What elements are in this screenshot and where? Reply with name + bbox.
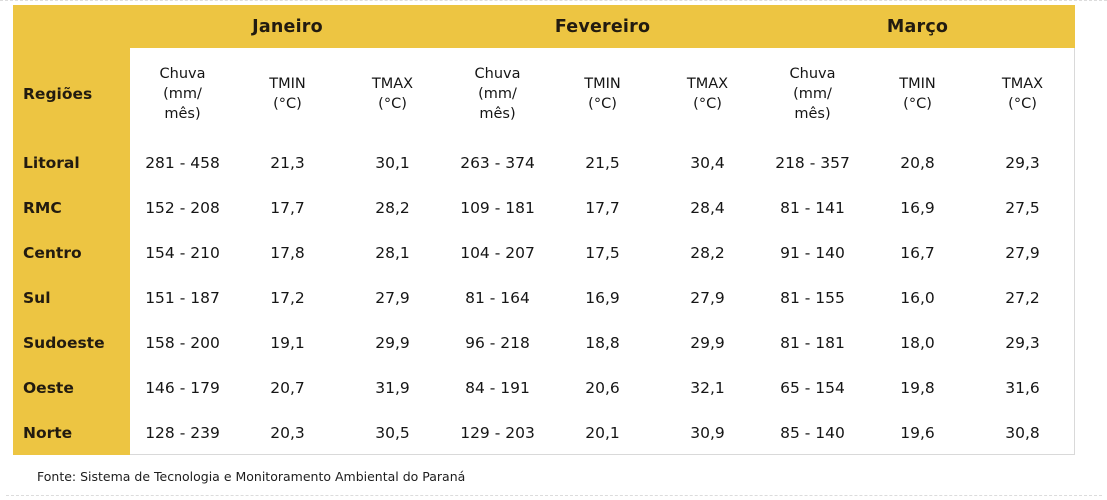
source-note: Fonte: Sistema de Tecnologia e Monitoram…	[37, 469, 466, 484]
table-cell: 16,7	[865, 230, 971, 275]
region-label: Oeste	[13, 365, 130, 410]
table-cell: 28,1	[340, 230, 446, 275]
page-top-divider	[0, 0, 1107, 1]
table-cell: 158 - 200	[130, 320, 235, 365]
table-cell: 21,5	[550, 140, 656, 185]
region-label: RMC	[13, 185, 130, 230]
table-cell: 129 - 203	[445, 410, 551, 455]
table-cell: 28,2	[655, 230, 761, 275]
table-cell: 30,5	[340, 410, 446, 455]
subheader-tmax-janeiro: TMAX (°C)	[340, 48, 446, 140]
table-cell: 151 - 187	[130, 275, 235, 320]
region-label: Centro	[13, 230, 130, 275]
table-cell: 19,8	[865, 365, 971, 410]
table-cell: 20,6	[550, 365, 656, 410]
table-cell: 81 - 164	[445, 275, 551, 320]
subheader-chuva-fevereiro: Chuva (mm/ mês)	[445, 48, 551, 140]
table-cell: 17,7	[235, 185, 340, 230]
region-label: Norte	[13, 410, 130, 455]
month-header-row: Janeiro Fevereiro Março	[13, 5, 1076, 48]
table-cell: 19,1	[235, 320, 340, 365]
table-cell: 30,4	[655, 140, 761, 185]
table-cell: 81 - 181	[760, 320, 866, 365]
table-cell: 16,9	[550, 275, 656, 320]
table-cell: 29,3	[970, 320, 1076, 365]
table-cell: 18,0	[865, 320, 971, 365]
table-cell: 27,2	[970, 275, 1076, 320]
table-cell: 65 - 154	[760, 365, 866, 410]
subheader-tmax-marco: TMAX (°C)	[970, 48, 1076, 140]
table-cell: 263 - 374	[445, 140, 551, 185]
table-cell: 154 - 210	[130, 230, 235, 275]
table-cell: 17,2	[235, 275, 340, 320]
table-cell: 30,9	[655, 410, 761, 455]
subheader-chuva-marco: Chuva (mm/ mês)	[760, 48, 866, 140]
climate-table: Janeiro Fevereiro Março Regiões Chuva (m…	[13, 5, 1076, 455]
table-cell: 18,8	[550, 320, 656, 365]
table-cell: 17,5	[550, 230, 656, 275]
region-label: Sul	[13, 275, 130, 320]
table-cell: 81 - 141	[760, 185, 866, 230]
table-cell: 17,7	[550, 185, 656, 230]
table-cell: 29,3	[970, 140, 1076, 185]
month-header-janeiro: Janeiro	[130, 5, 446, 48]
table-cell: 281 - 458	[130, 140, 235, 185]
table-cell: 19,6	[865, 410, 971, 455]
month-header-fevereiro: Fevereiro	[445, 5, 761, 48]
month-header-marco: Março	[760, 5, 1076, 48]
table-cell: 85 - 140	[760, 410, 866, 455]
table-row-sul: Sul 151 - 187 17,2 27,9 81 - 164 16,9 27…	[13, 275, 1076, 320]
climate-data-table: Janeiro Fevereiro Março Regiões Chuva (m…	[13, 5, 1076, 455]
subheader-chuva-janeiro: Chuva (mm/ mês)	[130, 48, 235, 140]
subheader-tmax-fevereiro: TMAX (°C)	[655, 48, 761, 140]
table-cell: 152 - 208	[130, 185, 235, 230]
table-row-sudoeste: Sudoeste 158 - 200 19,1 29,9 96 - 218 18…	[13, 320, 1076, 365]
table-cell: 91 - 140	[760, 230, 866, 275]
table-cell: 96 - 218	[445, 320, 551, 365]
table-cell: 31,9	[340, 365, 446, 410]
table-cell: 17,8	[235, 230, 340, 275]
table-cell: 16,0	[865, 275, 971, 320]
table-cell: 104 - 207	[445, 230, 551, 275]
table-cell: 32,1	[655, 365, 761, 410]
table-cell: 27,9	[655, 275, 761, 320]
table-cell: 109 - 181	[445, 185, 551, 230]
month-header-corner	[13, 5, 130, 48]
table-cell: 128 - 239	[130, 410, 235, 455]
table-cell: 20,8	[865, 140, 971, 185]
table-cell: 20,3	[235, 410, 340, 455]
subheader-tmin-fevereiro: TMIN (°C)	[550, 48, 656, 140]
table-cell: 20,1	[550, 410, 656, 455]
table-cell: 30,1	[340, 140, 446, 185]
table-row-rmc: RMC 152 - 208 17,7 28,2 109 - 181 17,7 2…	[13, 185, 1076, 230]
table-cell: 27,9	[340, 275, 446, 320]
table-cell: 16,9	[865, 185, 971, 230]
table-cell: 27,9	[970, 230, 1076, 275]
subheader-tmin-marco: TMIN (°C)	[865, 48, 971, 140]
table-row-centro: Centro 154 - 210 17,8 28,1 104 - 207 17,…	[13, 230, 1076, 275]
table-cell: 30,8	[970, 410, 1076, 455]
table-row-norte: Norte 128 - 239 20,3 30,5 129 - 203 20,1…	[13, 410, 1076, 455]
subheader-row: Regiões Chuva (mm/ mês) TMIN (°C) TMAX (…	[13, 48, 1076, 140]
row-header-regioes: Regiões	[13, 48, 130, 140]
table-cell: 27,5	[970, 185, 1076, 230]
region-label: Litoral	[13, 140, 130, 185]
table-cell: 81 - 155	[760, 275, 866, 320]
table-cell: 84 - 191	[445, 365, 551, 410]
table-row-litoral: Litoral 281 - 458 21,3 30,1 263 - 374 21…	[13, 140, 1076, 185]
page-bottom-divider	[6, 495, 1102, 496]
table-cell: 21,3	[235, 140, 340, 185]
table-row-oeste: Oeste 146 - 179 20,7 31,9 84 - 191 20,6 …	[13, 365, 1076, 410]
table-cell: 28,2	[340, 185, 446, 230]
subheader-tmin-janeiro: TMIN (°C)	[235, 48, 340, 140]
table-cell: 28,4	[655, 185, 761, 230]
table-cell: 29,9	[340, 320, 446, 365]
region-label: Sudoeste	[13, 320, 130, 365]
table-cell: 218 - 357	[760, 140, 866, 185]
table-cell: 29,9	[655, 320, 761, 365]
table-cell: 146 - 179	[130, 365, 235, 410]
table-cell: 31,6	[970, 365, 1076, 410]
table-cell: 20,7	[235, 365, 340, 410]
